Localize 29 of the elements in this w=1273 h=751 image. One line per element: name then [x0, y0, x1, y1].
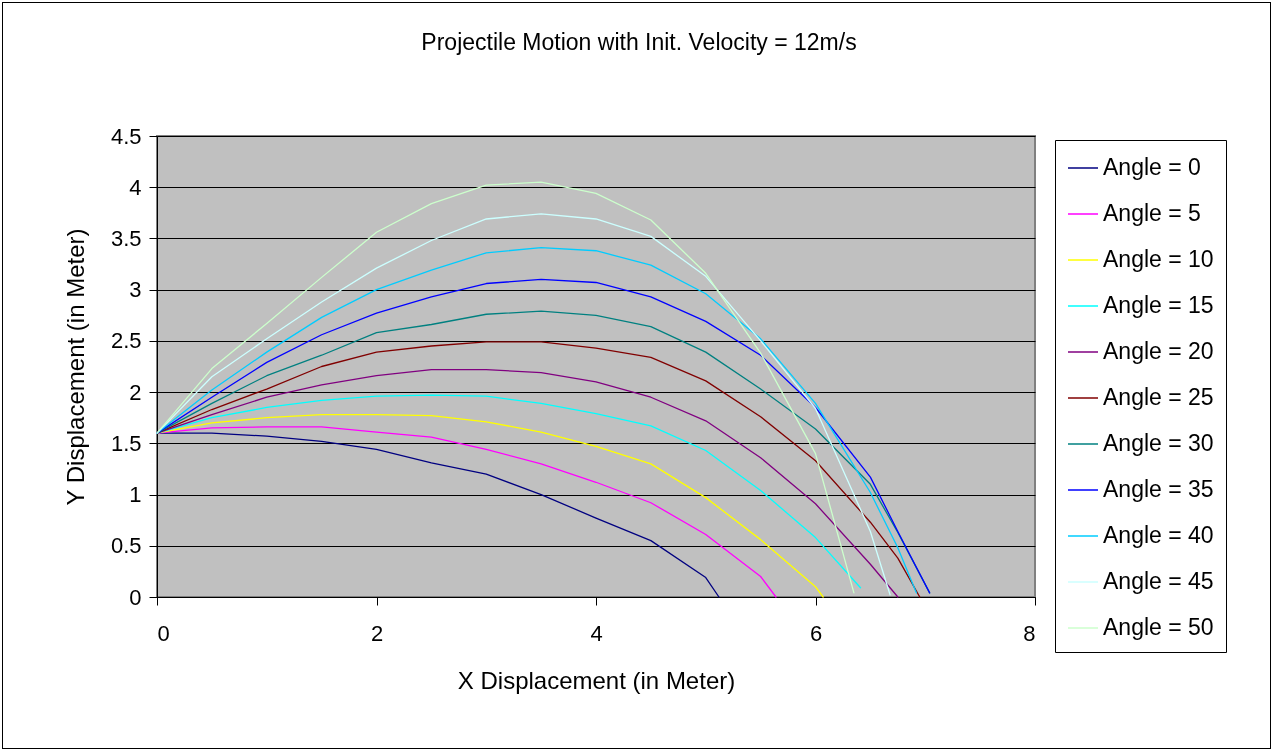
y-tick-label: 2 — [129, 379, 142, 405]
y-tick-label: 0.5 — [110, 533, 142, 559]
legend-label: Angle = 10 — [1103, 246, 1214, 272]
x-tick-label: 6 — [809, 620, 823, 646]
y-tick-label: 0 — [129, 584, 142, 610]
legend-label: Angle = 35 — [1103, 476, 1214, 502]
legend-label: Angle = 50 — [1103, 614, 1214, 640]
x-axis-title: X Displacement (in Meter) — [457, 666, 736, 694]
y-axis-title: Y Displacement (in Meter) — [61, 228, 89, 506]
x-tick-label: 4 — [590, 620, 603, 646]
legend-label: Angle = 45 — [1103, 568, 1214, 594]
legend-label: Angle = 40 — [1103, 522, 1214, 548]
y-tick-label: 2.5 — [110, 328, 142, 354]
legend-label: Angle = 25 — [1103, 384, 1214, 410]
y-tick-label: 4 — [129, 174, 142, 200]
x-tick-label: 2 — [370, 620, 384, 646]
x-tick-label: 0 — [157, 620, 170, 646]
y-tick-label: 1.5 — [110, 430, 142, 456]
y-tick-label: 3 — [129, 277, 142, 303]
x-tick-label: 8 — [1023, 620, 1036, 646]
legend-label: Angle = 0 — [1103, 154, 1201, 180]
legend-label: Angle = 5 — [1103, 200, 1201, 226]
legend-label: Angle = 20 — [1103, 338, 1214, 364]
y-tick-label: 3.5 — [110, 225, 142, 251]
legend-label: Angle = 30 — [1103, 430, 1214, 456]
y-tick-label: 4.5 — [110, 123, 142, 149]
legend-label: Angle = 15 — [1103, 292, 1214, 318]
y-tick-label: 1 — [129, 482, 142, 508]
chart-title: Projectile Motion with Init. Velocity = 12m/s — [421, 29, 857, 55]
